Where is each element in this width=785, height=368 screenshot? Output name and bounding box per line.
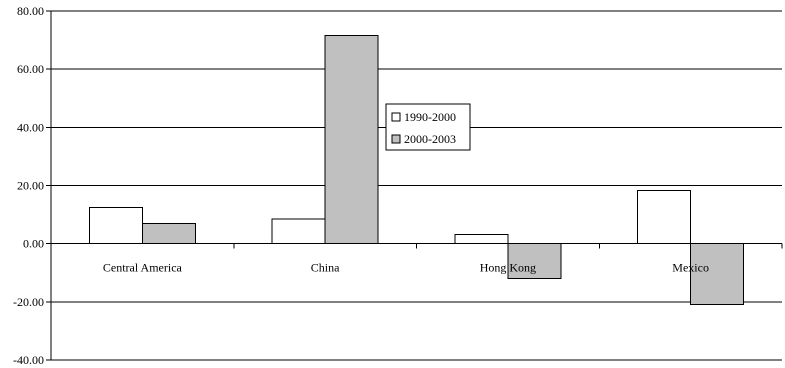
bar-central-america-2000-2003	[141, 222, 196, 245]
bar-china-2000-2003	[324, 35, 379, 245]
category-label: Hong Kong	[480, 261, 536, 275]
legend-label: 1990-2000	[404, 110, 456, 124]
y-tick-label: 40.00	[17, 120, 44, 134]
bar-mexico-1990-2000	[637, 189, 692, 245]
axes	[46, 10, 783, 361]
bar-mexico-2000-2003	[690, 243, 745, 306]
y-tick-label: 60.00	[17, 62, 44, 76]
category-label: China	[311, 261, 340, 275]
bar-hong-kong-2000-2003	[507, 243, 562, 280]
category-label: Mexico	[672, 261, 709, 275]
gridlines	[51, 10, 782, 361]
legend-swatch	[391, 134, 401, 144]
y-tick-label: -20.00	[13, 295, 44, 309]
y-tick-label: -40.00	[13, 353, 44, 367]
legend: 1990-2000 2000-2003	[385, 103, 471, 151]
bar-china-1990-2000	[271, 218, 326, 245]
legend-label: 2000-2003	[404, 132, 456, 146]
bars	[88, 35, 745, 306]
bar-central-america-1990-2000	[88, 206, 143, 245]
bar-hong-kong-1990-2000	[454, 233, 509, 245]
y-tick-label: 80.00	[17, 4, 44, 18]
y-tick-label: 0.00	[23, 237, 44, 251]
category-label: Central America	[103, 261, 183, 275]
labels: 80.00 60.00 40.00 20.00 0.00 -20.00 -40.00 Cent…	[13, 4, 709, 367]
y-tick-label: 20.00	[17, 179, 44, 193]
legend-swatch	[391, 112, 401, 122]
